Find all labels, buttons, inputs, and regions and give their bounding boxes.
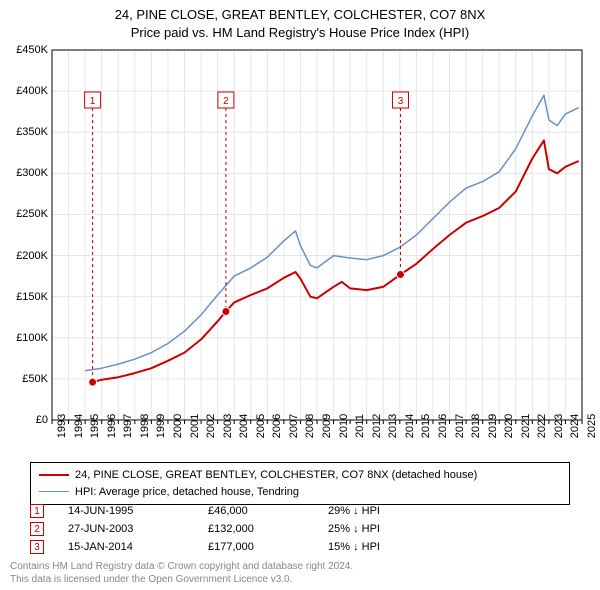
y-tick-label: £350K [16, 126, 48, 138]
svg-text:3: 3 [398, 96, 404, 107]
title-block: 24, PINE CLOSE, GREAT BENTLEY, COLCHESTE… [0, 0, 600, 41]
footer: Contains HM Land Registry data © Crown c… [10, 560, 353, 586]
chart-area: 1 2 3 [52, 50, 582, 420]
x-tick-label: 2006 [271, 414, 283, 438]
sale-marker-icon: 3 [30, 540, 44, 554]
x-tick-label: 2010 [338, 414, 350, 438]
x-tick-label: 2016 [437, 414, 449, 438]
sale-marker-icon: 1 [30, 504, 44, 518]
x-tick-label: 1999 [155, 414, 167, 438]
sale-marker-icon: 2 [30, 522, 44, 536]
x-tick-label: 2001 [189, 414, 201, 438]
sale-price: £46,000 [208, 505, 328, 517]
sales-row: 3 15-JAN-2014 £177,000 15% ↓ HPI [30, 538, 448, 556]
chart-container: 24, PINE CLOSE, GREAT BENTLEY, COLCHESTE… [0, 0, 600, 590]
svg-text:2: 2 [223, 96, 229, 107]
x-tick-label: 2021 [520, 414, 532, 438]
x-tick-label: 2002 [205, 414, 217, 438]
y-tick-label: £100K [16, 332, 48, 344]
y-tick-label: £250K [16, 208, 48, 220]
x-tick-label: 2022 [536, 414, 548, 438]
sales-table: 1 14-JUN-1995 £46,000 29% ↓ HPI 2 27-JUN… [30, 502, 448, 556]
sale-date: 14-JUN-1995 [68, 505, 208, 517]
x-tick-label: 2020 [503, 414, 515, 438]
x-tick-label: 2013 [387, 414, 399, 438]
footer-line: This data is licensed under the Open Gov… [10, 573, 353, 586]
legend-row: 24, PINE CLOSE, GREAT BENTLEY, COLCHESTE… [39, 467, 561, 484]
x-tick-label: 2004 [238, 414, 250, 438]
x-tick-label: 2005 [255, 414, 267, 438]
x-tick-label: 2012 [371, 414, 383, 438]
x-tick-label: 2011 [354, 414, 366, 438]
x-tick-label: 1995 [89, 414, 101, 438]
sale-diff: 15% ↓ HPI [328, 541, 448, 553]
x-tick-label: 2023 [553, 414, 565, 438]
sale-diff: 29% ↓ HPI [328, 505, 448, 517]
title-subtitle: Price paid vs. HM Land Registry's House … [0, 24, 600, 42]
x-tick-label: 2024 [569, 414, 581, 438]
legend-swatch [39, 474, 69, 476]
x-tick-label: 2000 [172, 414, 184, 438]
sales-row: 1 14-JUN-1995 £46,000 29% ↓ HPI [30, 502, 448, 520]
sale-date: 27-JUN-2003 [68, 523, 208, 535]
x-tick-label: 2014 [404, 414, 416, 438]
title-address: 24, PINE CLOSE, GREAT BENTLEY, COLCHESTE… [0, 6, 600, 24]
sale-price: £177,000 [208, 541, 328, 553]
y-tick-label: £0 [36, 414, 48, 426]
y-tick-label: £150K [16, 291, 48, 303]
x-tick-label: 1994 [73, 414, 85, 438]
sales-row: 2 27-JUN-2003 £132,000 25% ↓ HPI [30, 520, 448, 538]
x-tick-label: 1996 [106, 414, 118, 438]
x-tick-label: 2003 [222, 414, 234, 438]
y-tick-label: £300K [16, 167, 48, 179]
x-tick-label: 1998 [139, 414, 151, 438]
sale-date: 15-JAN-2014 [68, 541, 208, 553]
y-tick-label: £200K [16, 250, 48, 262]
y-tick-label: £50K [22, 373, 48, 385]
x-tick-label: 2015 [420, 414, 432, 438]
legend-row: HPI: Average price, detached house, Tend… [39, 484, 561, 501]
svg-text:1: 1 [90, 96, 96, 107]
x-tick-label: 2025 [586, 414, 598, 438]
y-tick-label: £400K [16, 85, 48, 97]
x-tick-label: 2008 [304, 414, 316, 438]
x-tick-label: 2019 [487, 414, 499, 438]
x-tick-label: 2007 [288, 414, 300, 438]
legend-swatch [39, 491, 69, 492]
chart-svg: 1 2 3 [52, 50, 582, 420]
x-tick-label: 1993 [56, 414, 68, 438]
x-tick-label: 1997 [122, 414, 134, 438]
x-tick-label: 2018 [470, 414, 482, 438]
sale-diff: 25% ↓ HPI [328, 523, 448, 535]
footer-line: Contains HM Land Registry data © Crown c… [10, 560, 353, 573]
y-tick-label: £450K [16, 44, 48, 56]
x-tick-label: 2017 [454, 414, 466, 438]
legend-label: HPI: Average price, detached house, Tend… [75, 484, 299, 501]
legend: 24, PINE CLOSE, GREAT BENTLEY, COLCHESTE… [30, 462, 570, 505]
sale-price: £132,000 [208, 523, 328, 535]
x-tick-label: 2009 [321, 414, 333, 438]
legend-label: 24, PINE CLOSE, GREAT BENTLEY, COLCHESTE… [75, 467, 477, 484]
